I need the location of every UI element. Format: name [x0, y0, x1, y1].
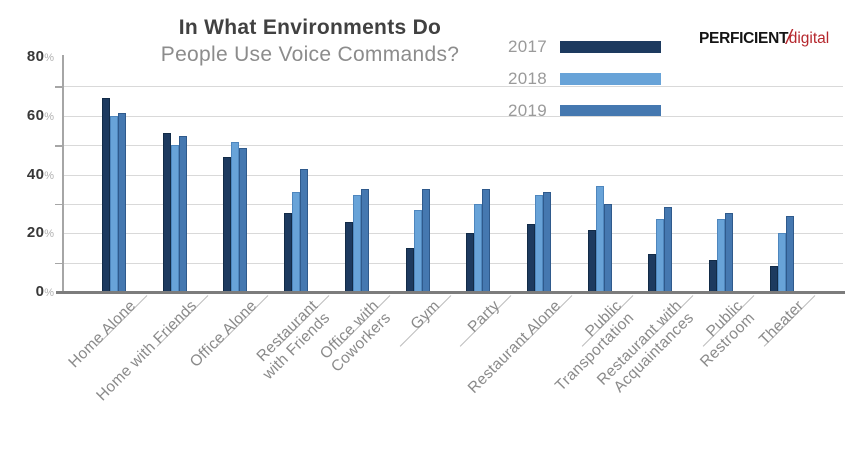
y-axis-label-percent-sign: %: [44, 110, 54, 123]
bar-2018-office-with-coworkers: [352, 195, 361, 292]
gridline-20pct: [62, 233, 843, 235]
bar-2017-restaurant-with-acquaintances: [648, 253, 657, 292]
y-axis-label-number: 80: [26, 48, 45, 65]
bar-2018-home-with-friends: [170, 145, 179, 292]
logo-slash-mark: /: [786, 27, 792, 49]
bar-2018-party: [474, 203, 483, 292]
legend-label-2018: 2018: [507, 69, 547, 88]
bar-2019-public-transportation: [603, 203, 612, 292]
y-axis-label-percent-sign: %: [44, 287, 54, 299]
bar-2019-party: [482, 189, 491, 292]
bar-2017-home-with-friends: [162, 133, 171, 292]
bar-2019-public-restroom: [725, 212, 733, 292]
y-axis-label-percent-sign: %: [44, 169, 54, 182]
y-axis-label-0: 0%: [4, 283, 54, 301]
bar-2018-office-alone: [231, 142, 240, 292]
bar-2018-theater: [777, 233, 786, 292]
bar-2017-office-alone: [223, 156, 232, 292]
bar-2018-public-restroom: [717, 218, 725, 292]
y-axis-label-number: 20: [26, 224, 45, 242]
y-axis-label-number: 0: [35, 283, 45, 300]
y-axis-minor-tick-10: [55, 262, 62, 265]
y-axis-minor-tick-30: [55, 203, 62, 206]
legend-row-2017: 2017: [503, 37, 661, 57]
gridline-50pct: [62, 145, 843, 147]
bar-2018-gym: [413, 209, 422, 292]
y-axis-minor-tick-50: [55, 145, 62, 147]
bar-2018-restaurant-with-acquaintances: [656, 218, 665, 292]
legend-label-2019: 2019: [507, 101, 547, 120]
bar-2019-home-alone: [118, 112, 126, 292]
y-axis-label-number: 60: [26, 106, 45, 124]
bar-2017-theater: [769, 265, 778, 292]
bar-2019-office-with-coworkers: [360, 189, 369, 292]
logo-suffix-text: digital: [788, 30, 830, 47]
legend-label-2017: 2017: [507, 37, 547, 56]
legend-row-2019: 2019: [503, 101, 661, 121]
bar-2018-restaurant-alone: [534, 195, 543, 292]
chart-title-line2: People Use Voice Commands?: [160, 43, 460, 66]
bar-2017-public-restroom: [709, 259, 717, 292]
x-axis-label-home-alone: Home Alone: [65, 297, 140, 372]
logo-brand-text: PERFICIENT: [699, 30, 789, 47]
bar-2019-home-with-friends: [178, 136, 187, 292]
x-axis-baseline: [56, 291, 845, 294]
y-axis-label-20: 20%: [4, 224, 54, 242]
legend-row-2018: 2018: [503, 69, 661, 89]
bar-2018-home-alone: [110, 115, 118, 292]
legend: 2017 2018 2019: [503, 37, 661, 133]
y-axis-minor-tick-70: [55, 86, 62, 88]
legend-swatch-2018: [560, 73, 661, 85]
y-axis-label-80: 80%: [4, 48, 54, 66]
bar-2019-gym: [421, 189, 430, 292]
bar-2017-restaurant-with-friends: [284, 212, 293, 292]
y-axis-line: [62, 55, 64, 292]
bar-2017-public-transportation: [587, 230, 596, 292]
bar-2017-home-alone: [102, 98, 110, 292]
x-axis-label-home-with-friends: Home with Friends: [93, 297, 201, 405]
y-axis-label-percent-sign: %: [44, 228, 54, 241]
perficient-digital-logo: PERFICIENT/digital: [699, 26, 829, 49]
bar-2017-office-with-coworkers: [344, 221, 353, 292]
bar-2019-restaurant-with-friends: [300, 168, 309, 292]
gridline-60pct: [62, 115, 843, 117]
legend-swatch-2017: [560, 41, 661, 53]
bar-2017-party: [466, 233, 475, 292]
legend-swatch-2019: [560, 105, 661, 117]
y-axis-label-number: 40: [26, 165, 45, 183]
gridline-10pct: [62, 262, 843, 264]
chart-title-line1: In What Environments Do: [178, 16, 442, 39]
bar-2019-theater: [785, 215, 794, 292]
bar-2019-office-alone: [239, 148, 248, 292]
bar-2019-restaurant-alone: [542, 192, 551, 292]
bar-2019-restaurant-with-acquaintances: [664, 206, 673, 292]
chart-title: In What Environments Do People Use Voice…: [118, 16, 502, 67]
y-axis-label-40: 40%: [4, 166, 54, 184]
bar-2018-restaurant-with-friends: [292, 192, 301, 292]
bar-2017-gym: [405, 247, 414, 292]
bar-2017-restaurant-alone: [526, 224, 535, 292]
bar-2018-public-transportation: [595, 186, 604, 292]
x-axis-label-party: Party: [464, 297, 504, 336]
gridline-40pct: [62, 174, 843, 176]
gridline-30pct: [62, 203, 843, 205]
y-axis-label-60: 60%: [4, 107, 54, 125]
gridline-70pct: [62, 86, 843, 88]
y-axis-label-percent-sign: %: [44, 52, 54, 64]
